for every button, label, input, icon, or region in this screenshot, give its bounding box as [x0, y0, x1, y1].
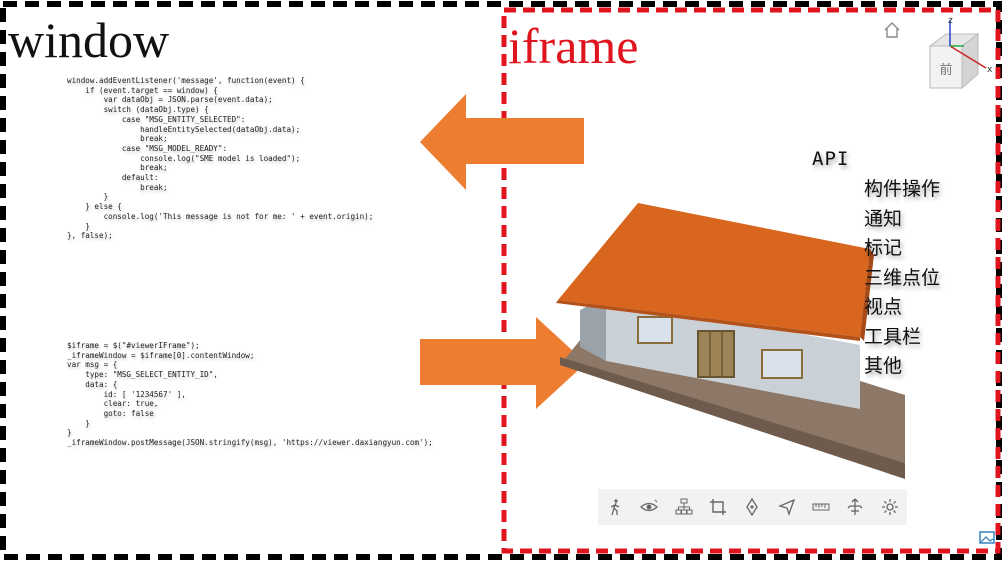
image-icon[interactable] — [978, 529, 998, 547]
walk-icon[interactable] — [604, 496, 626, 518]
api-list: 构件操作 通知 标记 三维点位 视点 工具栏 其他 — [864, 175, 940, 382]
home-icon[interactable] — [883, 21, 901, 39]
api-item: 通知 — [864, 205, 940, 235]
navigate-icon[interactable] — [776, 496, 798, 518]
code-sender: $iframe = $("#viewerIFrame"); _iframeWin… — [67, 341, 433, 448]
explode-icon[interactable] — [844, 496, 866, 518]
api-title: API — [812, 148, 849, 170]
measure-icon[interactable] — [810, 496, 832, 518]
eye-icon[interactable] — [638, 496, 660, 518]
view-cube[interactable]: 前 z x — [918, 16, 996, 96]
viewer-toolbar — [598, 489, 907, 525]
api-item: 构件操作 — [864, 175, 940, 205]
api-item: 三维点位 — [864, 264, 940, 294]
left-arrow — [418, 92, 586, 192]
api-item: 其他 — [864, 352, 940, 382]
pen-icon[interactable] — [741, 496, 763, 518]
house-model — [510, 195, 910, 495]
axis-z-label: z — [948, 16, 953, 26]
iframe-label: iframe — [508, 16, 638, 76]
tree-icon[interactable] — [673, 496, 695, 518]
viewcube-face-label: 前 — [939, 62, 952, 78]
window-label: window — [8, 10, 169, 70]
api-item: 标记 — [864, 234, 940, 264]
gear-icon[interactable] — [879, 496, 901, 518]
code-listener: window.addEventListener('message', funct… — [67, 76, 373, 241]
axis-x-label: x — [987, 65, 993, 75]
api-item: 视点 — [864, 293, 940, 323]
api-item: 工具栏 — [864, 323, 940, 353]
crop-icon[interactable] — [707, 496, 729, 518]
